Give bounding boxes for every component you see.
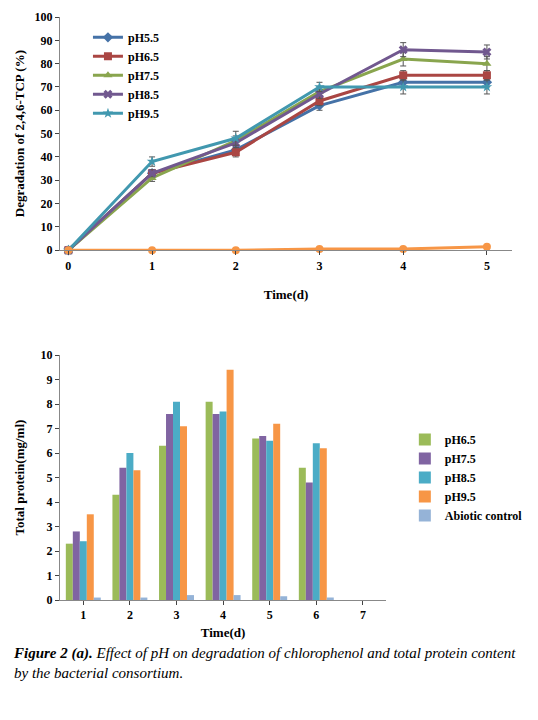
svg-text:pH5.5: pH5.5 <box>128 31 159 45</box>
svg-text:6: 6 <box>313 608 319 622</box>
svg-text:pH7.5: pH7.5 <box>445 452 476 466</box>
svg-text:pH8.5: pH8.5 <box>445 471 476 485</box>
svg-text:3: 3 <box>316 259 322 273</box>
svg-text:pH7.5: pH7.5 <box>128 69 159 83</box>
svg-text:pH9.5: pH9.5 <box>128 107 159 121</box>
svg-text:0: 0 <box>47 593 53 607</box>
svg-text:5: 5 <box>47 471 53 485</box>
svg-text:1: 1 <box>80 608 86 622</box>
svg-text:Total protein(mg/ml): Total protein(mg/ml) <box>12 420 27 536</box>
svg-text:60: 60 <box>41 103 53 117</box>
svg-text:pH8.5: pH8.5 <box>128 88 159 102</box>
svg-text:Abiotic control: Abiotic control <box>445 509 522 523</box>
svg-text:Time(d): Time(d) <box>201 625 246 640</box>
svg-text:7: 7 <box>360 608 366 622</box>
svg-text:50: 50 <box>41 127 53 141</box>
svg-text:2: 2 <box>47 544 53 558</box>
svg-text:8: 8 <box>47 397 53 411</box>
svg-text:100: 100 <box>35 10 53 24</box>
svg-text:pH9.5: pH9.5 <box>445 490 476 504</box>
svg-text:4: 4 <box>47 495 53 509</box>
svg-text:2: 2 <box>233 259 239 273</box>
svg-text:3: 3 <box>47 520 53 534</box>
svg-text:3: 3 <box>174 608 180 622</box>
svg-text:10: 10 <box>41 348 53 362</box>
svg-text:pH6.5: pH6.5 <box>128 50 159 64</box>
svg-text:70: 70 <box>41 80 53 94</box>
svg-text:20: 20 <box>41 197 53 211</box>
svg-text:pH6.5: pH6.5 <box>445 433 476 447</box>
svg-text:5: 5 <box>267 608 273 622</box>
svg-text:30: 30 <box>41 173 53 187</box>
svg-text:2: 2 <box>127 608 133 622</box>
svg-text:4: 4 <box>220 608 226 622</box>
svg-text:80: 80 <box>41 57 53 71</box>
svg-text:Degradation of 2,4,6-TCP (%): Degradation of 2,4,6-TCP (%) <box>12 50 27 217</box>
svg-text:5: 5 <box>484 259 490 273</box>
svg-text:Time(d): Time(d) <box>264 287 309 302</box>
svg-text:40: 40 <box>41 150 53 164</box>
svg-text:0: 0 <box>47 243 53 257</box>
svg-text:10: 10 <box>41 220 53 234</box>
svg-text:1: 1 <box>47 569 53 583</box>
svg-text:9: 9 <box>47 373 53 387</box>
svg-text:4: 4 <box>400 259 406 273</box>
svg-text:7: 7 <box>47 422 53 436</box>
svg-text:90: 90 <box>41 34 53 48</box>
svg-text:6: 6 <box>47 446 53 460</box>
svg-text:0: 0 <box>65 259 71 273</box>
html-text:Figure 2 (a). Effect of pH on: Figure 2 (a). Effect of pH on degradatio… <box>14 645 516 681</box>
svg-text:1: 1 <box>149 259 155 273</box>
